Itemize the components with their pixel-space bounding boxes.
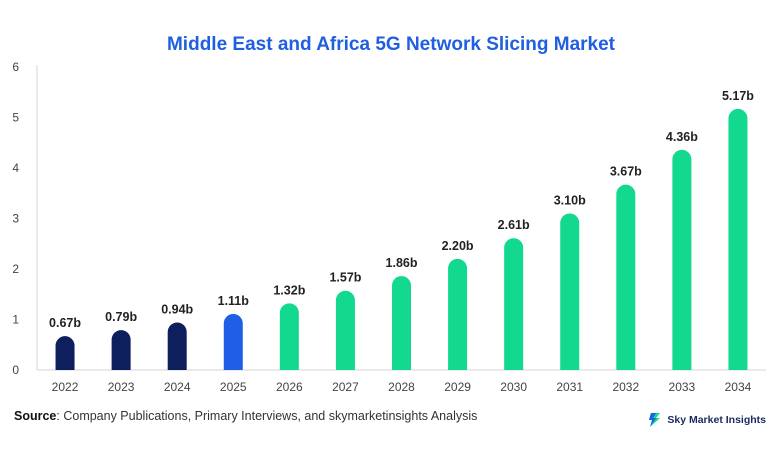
x-tick-label-2030: 2030: [500, 380, 527, 394]
y-tick-label: 0: [12, 363, 19, 377]
source-note: Source: Company Publications, Primary In…: [14, 409, 477, 423]
x-tick-label-2026: 2026: [276, 380, 303, 394]
x-tick-label-2033: 2033: [669, 380, 696, 394]
y-tick-label: 6: [12, 60, 19, 74]
x-tick-label-2031: 2031: [556, 380, 583, 394]
x-tick-label-2023: 2023: [108, 380, 135, 394]
x-tick-label-2034: 2034: [725, 380, 752, 394]
y-tick-label: 3: [12, 212, 19, 226]
data-label-2024: 0.94b: [161, 303, 193, 317]
data-label-2029: 2.20b: [442, 239, 474, 253]
x-tick-label-2029: 2029: [444, 380, 471, 394]
data-label-2025: 1.11b: [218, 294, 250, 308]
brand-logo: Sky Market Insights: [648, 412, 766, 428]
data-label-2033: 4.36b: [666, 130, 698, 144]
x-tick-label-2024: 2024: [164, 380, 191, 394]
data-label-2023: 0.79b: [105, 310, 137, 324]
chart-data-labels: 0.67b 0.79b 0.94b 1.11b 1.32b 1.57b 1.86b 2.20b…: [49, 89, 754, 330]
bar-2023: [111, 330, 131, 370]
x-tick-label-2027: 2027: [332, 380, 359, 394]
data-label-2032: 3.67b: [610, 165, 642, 179]
chart-title: Middle East and Africa 5G Network Slicin…: [166, 34, 616, 55]
brand-bolt-icon: [649, 413, 661, 427]
source-text: : Company Publications, Primary Intervie…: [56, 409, 478, 423]
x-tick-label-2025: 2025: [220, 380, 247, 394]
data-label-2030: 2.61b: [498, 218, 530, 232]
data-label-2031: 3.10b: [554, 193, 586, 207]
bar-2025: [223, 313, 243, 370]
y-tick-label: 4: [12, 161, 19, 175]
data-label-2026: 1.32b: [273, 283, 305, 297]
bar-2024: [167, 322, 187, 370]
y-tick-label: 5: [12, 111, 19, 125]
bar-2022: [55, 336, 75, 370]
data-label-2027: 1.57b: [329, 271, 361, 285]
bar-2027: [335, 290, 355, 370]
data-label-2028: 1.86b: [386, 256, 418, 270]
x-tick-label-2022: 2022: [52, 380, 79, 394]
y-tick-label: 2: [12, 262, 19, 276]
y-tick-label: 1: [12, 313, 19, 327]
x-tick-label-2028: 2028: [388, 380, 415, 394]
chart-bars: [55, 108, 748, 370]
bar-2026: [279, 303, 299, 370]
bar-2031: [560, 213, 580, 370]
bar-2034: [728, 108, 748, 370]
bar-2029: [448, 258, 468, 370]
x-tick-label-2032: 2032: [612, 380, 639, 394]
bar-2028: [392, 276, 411, 370]
data-label-2022: 0.67b: [49, 316, 81, 330]
bar-2030: [504, 238, 524, 370]
bar-2033: [672, 149, 692, 370]
chart-axes: 0 1 2 3 4 5 6 2022 2023 2024 2025 2026 2027 2028 2029 2…: [12, 60, 766, 394]
bar-2032: [616, 184, 636, 370]
brand-name: Sky Market Insights: [667, 414, 766, 426]
source-label: Source: [14, 409, 57, 423]
data-label-2034: 5.17b: [722, 89, 754, 103]
